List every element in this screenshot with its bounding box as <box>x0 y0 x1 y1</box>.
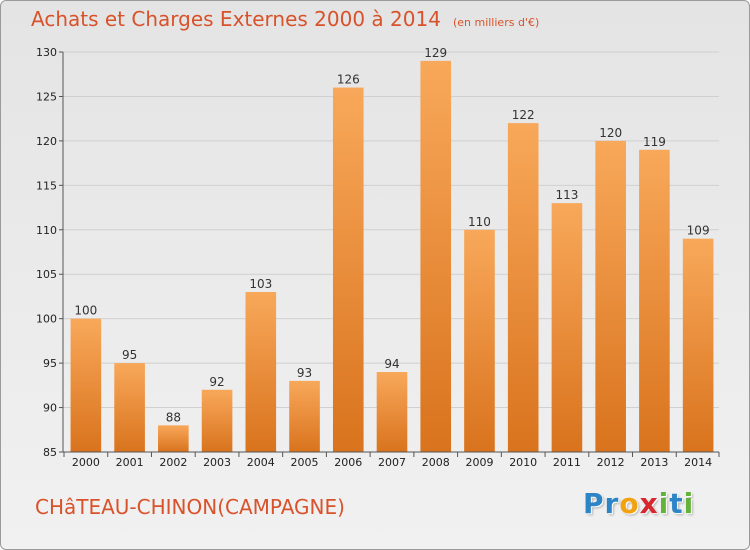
logo-letter: r <box>604 487 620 520</box>
x-tick-label: 2007 <box>378 456 406 469</box>
bar <box>420 60 452 453</box>
bar-value-label: 122 <box>512 108 535 122</box>
y-tick-label: 125 <box>36 90 57 103</box>
y-axis: 85 90 95 100 105 110 115 120 125 130 <box>36 46 64 459</box>
logo-letter: x <box>639 487 659 520</box>
x-tick-label: 2012 <box>597 456 625 469</box>
bar-value-label: 92 <box>209 375 224 389</box>
y-tick-label: 120 <box>36 135 57 148</box>
bar-value-labels: 100 95 88 92 103 93 126 94 129 110 122 113 120 119 109 <box>74 46 709 424</box>
bar-value-label: 126 <box>337 73 360 87</box>
x-tick-label: 2001 <box>116 456 144 469</box>
x-tick-label: 2002 <box>159 456 187 469</box>
bar <box>464 229 495 452</box>
y-tick-label: 115 <box>36 179 57 192</box>
logo-letter: o <box>619 487 640 520</box>
logo-letter: t <box>669 487 684 520</box>
bar-value-label: 100 <box>74 304 97 318</box>
commune-name: CHâTEAU-CHINON(CAMPAGNE) <box>35 495 345 519</box>
bars <box>70 60 714 453</box>
bar-value-label: 113 <box>555 188 578 202</box>
y-tick-label: 95 <box>43 357 57 370</box>
logo-letter: i <box>683 487 695 520</box>
bar <box>158 425 189 452</box>
bar-value-label: 103 <box>249 277 272 291</box>
y-tick-label: 85 <box>43 446 57 459</box>
y-tick-label: 105 <box>36 268 57 281</box>
bar-value-label: 110 <box>468 215 491 229</box>
x-axis: 2000 2001 2002 2003 2004 2005 2006 2007 2008 2009… <box>63 451 720 469</box>
bar <box>114 363 145 452</box>
bar-value-label: 93 <box>297 366 312 380</box>
x-tick-label: 2005 <box>291 456 319 469</box>
bar-value-label: 95 <box>122 348 137 362</box>
bar <box>245 292 277 452</box>
x-tick-label: 2008 <box>422 456 450 469</box>
chart-title-main: Achats et Charges Externes 2000 à 2014 <box>31 7 441 31</box>
bar-value-label: 88 <box>166 410 181 424</box>
bar-value-label: 109 <box>687 224 710 238</box>
x-tick-label: 2006 <box>334 456 362 469</box>
x-tick-label: 2000 <box>72 456 100 469</box>
x-tick-label: 2014 <box>684 456 712 469</box>
x-tick-label: 2011 <box>553 456 581 469</box>
x-tick-label: 2010 <box>509 456 537 469</box>
x-tick-label: 2003 <box>203 456 231 469</box>
x-tick-label: 2013 <box>640 456 668 469</box>
proxiti-logo: Proxiti <box>583 487 694 520</box>
bar <box>70 318 102 452</box>
bar <box>551 203 583 452</box>
bar-value-label: 119 <box>643 135 666 149</box>
x-tick-label: 2009 <box>465 456 493 469</box>
bar <box>289 380 320 452</box>
bar <box>201 389 233 452</box>
y-tick-label: 130 <box>36 46 57 59</box>
bar-value-label: 94 <box>384 357 399 371</box>
y-tick-label: 90 <box>43 402 57 415</box>
chart-title: Achats et Charges Externes 2000 à 2014 (e… <box>31 7 539 31</box>
bar <box>682 238 714 452</box>
bar <box>376 372 408 452</box>
bar <box>507 123 539 452</box>
bar <box>332 87 364 453</box>
bar-value-label: 129 <box>424 46 447 60</box>
bar <box>595 140 626 452</box>
logo-letter: i <box>658 487 670 520</box>
bar <box>639 149 670 452</box>
y-tick-label: 110 <box>36 224 57 237</box>
x-tick-label: 2004 <box>247 456 275 469</box>
logo-letter: P <box>583 487 605 520</box>
y-tick-label: 100 <box>36 313 57 326</box>
chart-unit-label: (en milliers d'€) <box>452 16 540 29</box>
bar-value-label: 120 <box>599 126 622 140</box>
